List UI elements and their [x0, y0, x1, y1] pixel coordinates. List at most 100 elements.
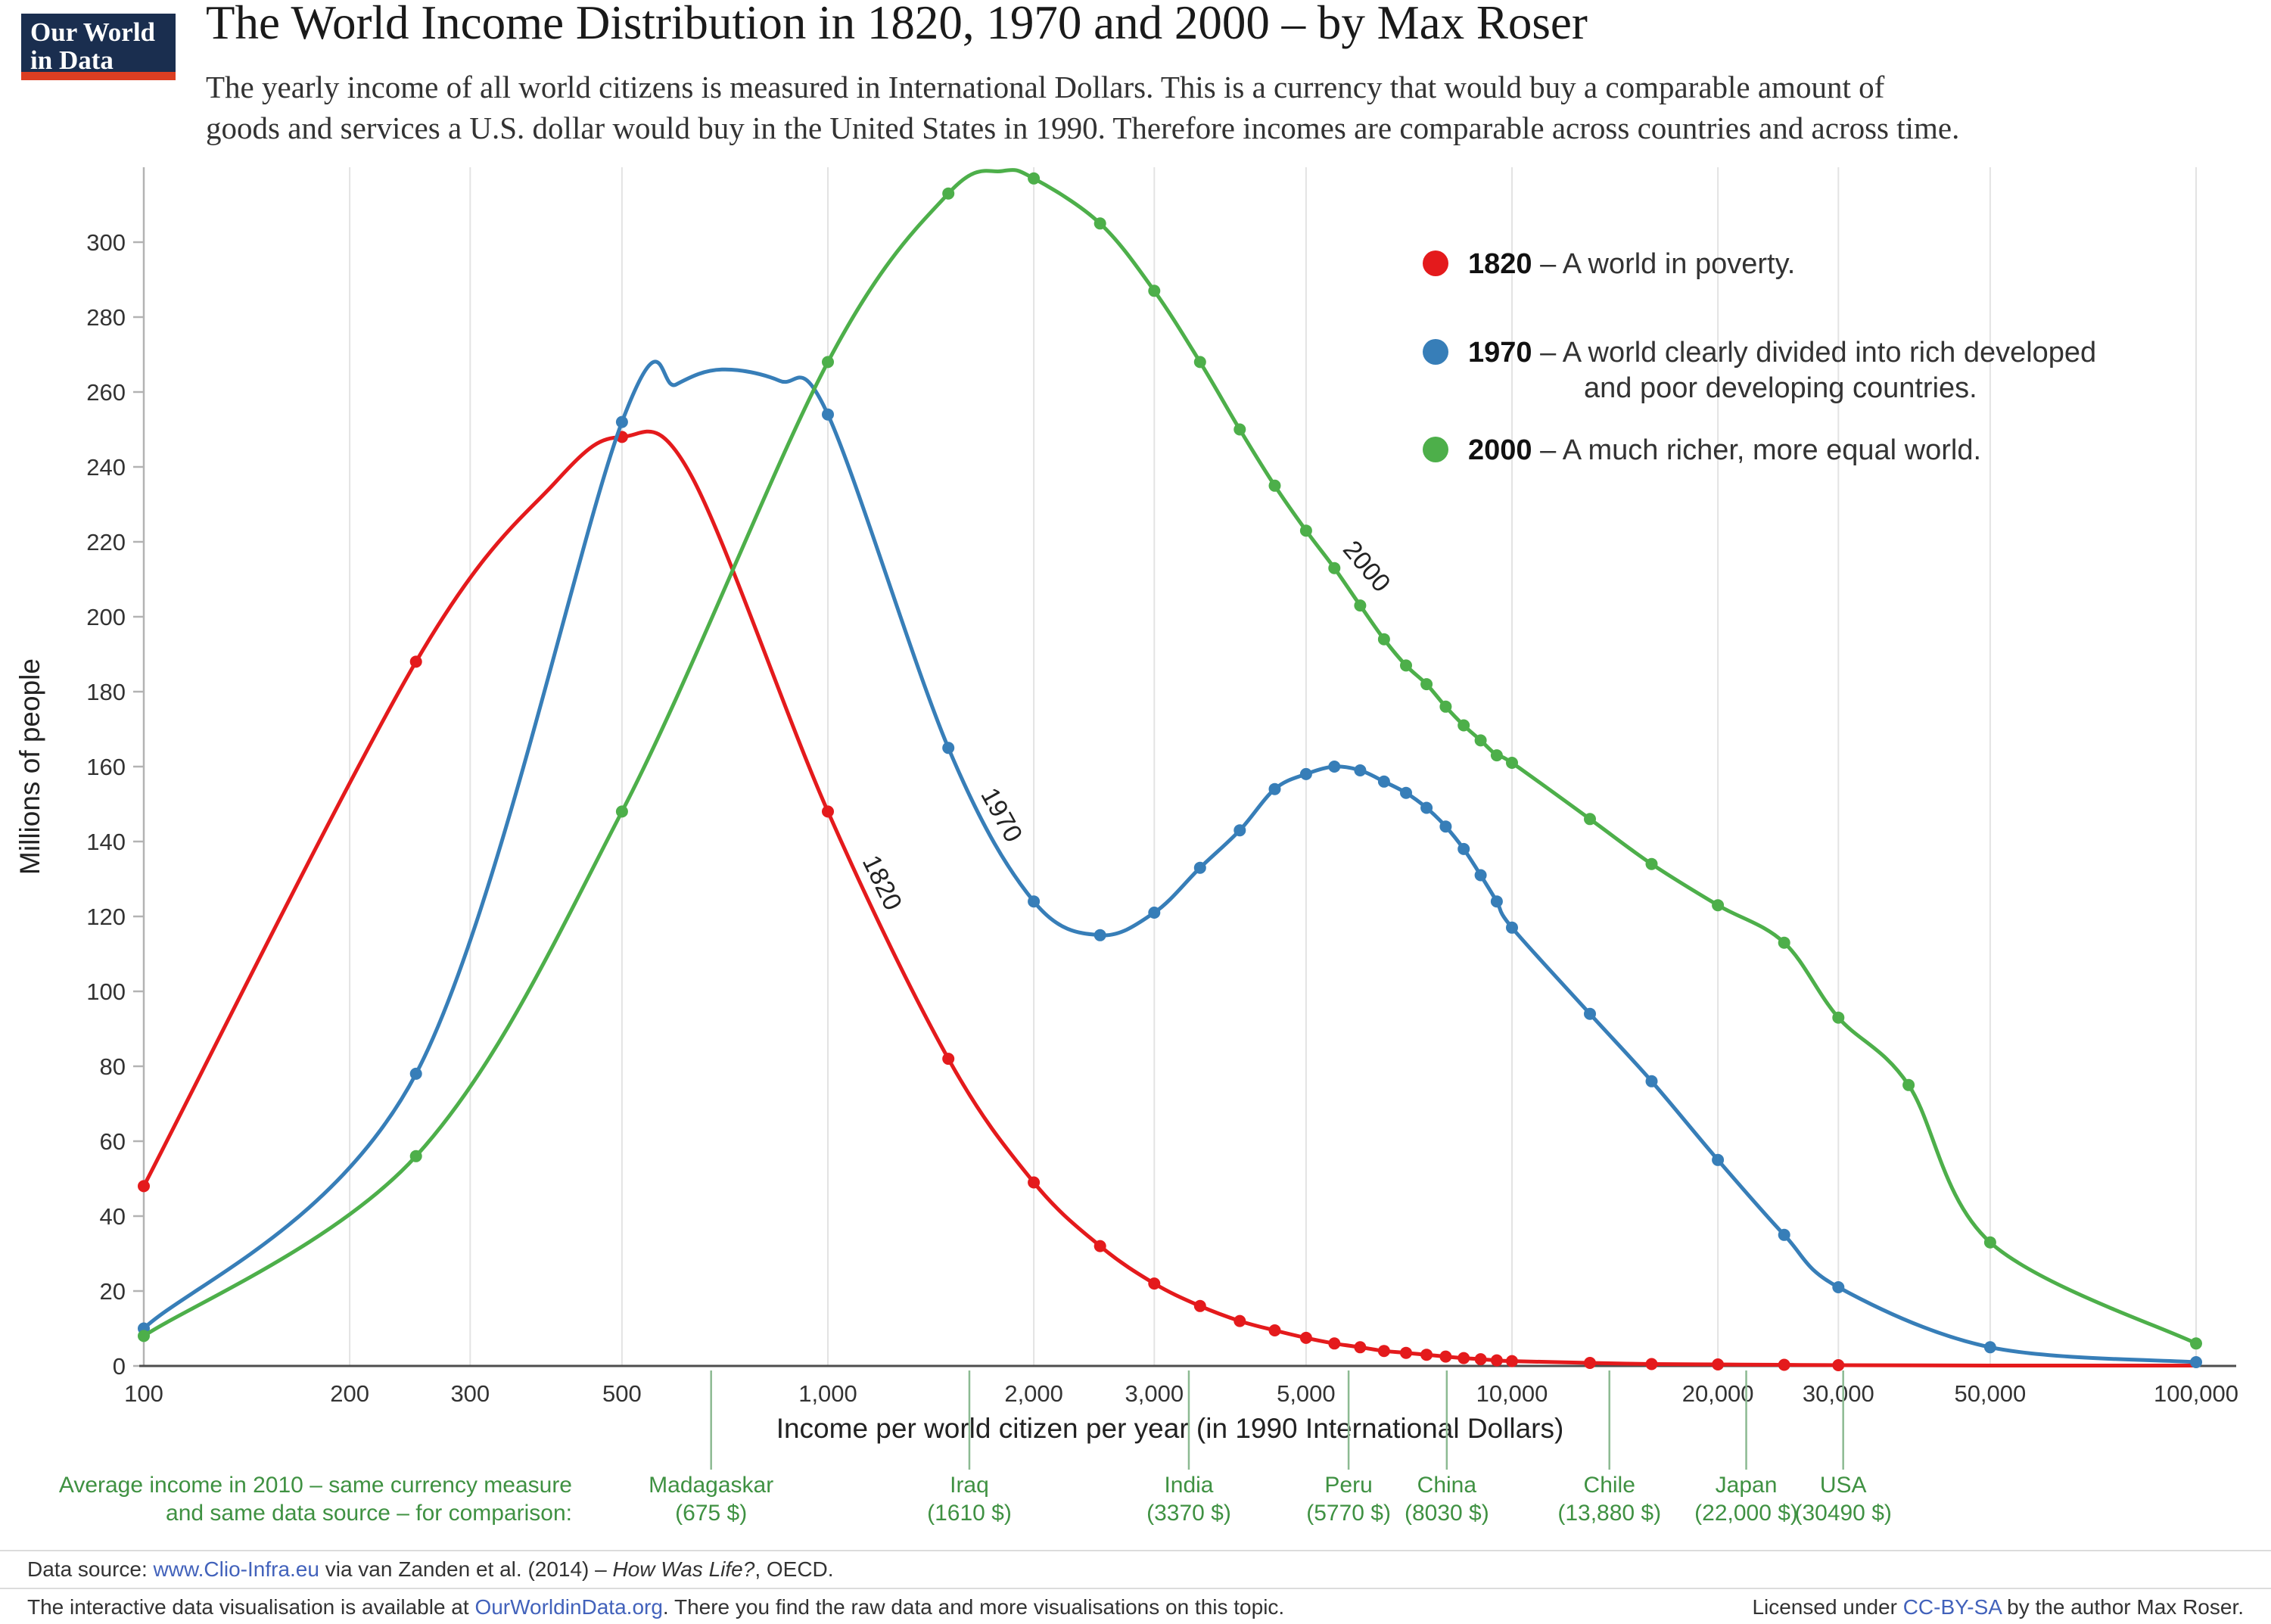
annotation-intro-line1: Average income in 2010 – same currency m… [59, 1473, 572, 1498]
data-point-2000 [1148, 285, 1161, 297]
page-title: The World Income Distribution in 1820, 1… [206, 0, 1588, 49]
legend-item-1970: 1970 – A world clearly divided into rich… [1468, 337, 2096, 369]
data-point-1820 [1148, 1277, 1161, 1290]
y-tick-label: 200 [86, 604, 126, 630]
footer-divider-top [0, 1550, 2271, 1551]
data-point-2000 [1420, 678, 1433, 691]
x-tick-label: 100,000 [2154, 1380, 2238, 1407]
data-point-1970 [1094, 929, 1106, 941]
data-point-1820 [1474, 1353, 1487, 1366]
data-point-1820 [138, 1180, 150, 1193]
y-tick-label: 280 [86, 304, 126, 331]
x-tick-label: 3,000 [1125, 1380, 1184, 1407]
series-line-1820 [142, 429, 2198, 1368]
data-point-1820 [1506, 1355, 1518, 1367]
data-point-2000 [1439, 700, 1452, 713]
data-point-1970 [1712, 1153, 1725, 1166]
data-point-1970 [1584, 1007, 1596, 1020]
data-point-1970 [942, 742, 955, 754]
data-point-2000 [1354, 599, 1367, 612]
y-tick-label: 120 [86, 904, 126, 930]
footer-divider-bottom [0, 1588, 2271, 1589]
data-point-1820 [1400, 1346, 1412, 1359]
y-tick-label: 260 [86, 379, 126, 406]
y-tick-label: 40 [100, 1203, 126, 1230]
data-point-1970 [1028, 895, 1041, 908]
owid-link[interactable]: OurWorldinData.org [474, 1595, 663, 1619]
footer-info-line: The interactive data visualisation is av… [27, 1595, 2244, 1619]
series-line-2000 [142, 168, 2198, 1346]
info-post: . There you find the raw data and more v… [662, 1595, 1285, 1619]
data-point-1820 [1328, 1337, 1341, 1350]
country-label: Peru [1324, 1473, 1372, 1498]
data-point-1820 [1832, 1359, 1845, 1371]
data-point-2000 [942, 187, 955, 200]
data-point-2000 [1474, 734, 1487, 747]
country-value-label: (13,880 $) [1557, 1501, 1661, 1526]
x-tick-label: 500 [602, 1380, 642, 1407]
data-point-1820 [822, 805, 834, 818]
data-point-2000 [1193, 356, 1206, 369]
country-value-label: (5770 $) [1306, 1501, 1391, 1526]
data-point-2000 [1983, 1236, 1996, 1249]
data-point-1970 [1377, 775, 1390, 788]
data-point-2000 [1778, 936, 1790, 949]
country-label: Iraq [950, 1473, 989, 1498]
data-point-1970 [1983, 1341, 1996, 1354]
y-tick-label: 60 [100, 1128, 126, 1155]
logo-red-bar [21, 72, 176, 80]
x-tick-label: 30,000 [1803, 1380, 1874, 1407]
clio-infra-link[interactable]: www.Clio-Infra.eu [153, 1557, 319, 1581]
x-tick-label: 200 [330, 1380, 369, 1407]
data-point-1970 [1299, 767, 1312, 780]
country-value-label: (8030 $) [1405, 1501, 1489, 1526]
data-point-1970 [1400, 786, 1412, 799]
page-subtitle: The yearly income of all world citizens … [206, 67, 1959, 148]
x-tick-label: 100 [124, 1380, 163, 1407]
legend-dot-2000 [1423, 437, 1448, 462]
owid-logo[interactable]: Our World in Data [21, 14, 176, 80]
data-point-1970 [1328, 761, 1341, 773]
data-point-1970 [1193, 861, 1206, 874]
data-point-1820 [1420, 1349, 1433, 1361]
country-label: China [1417, 1473, 1477, 1498]
subtitle-line2: goods and services a U.S. dollar would b… [206, 110, 1960, 145]
data-point-1970 [1439, 820, 1452, 833]
data-point-1820 [1299, 1331, 1312, 1344]
data-point-1820 [1490, 1354, 1503, 1367]
data-point-2000 [1645, 857, 1658, 870]
data-point-2000 [138, 1330, 150, 1342]
data-point-2000 [822, 356, 834, 369]
data-point-2000 [2190, 1337, 2202, 1350]
license-pre: Licensed under [1752, 1595, 1903, 1619]
country-value-label: (30490 $) [1794, 1501, 1891, 1526]
data-point-1820 [1377, 1345, 1390, 1358]
data-point-1820 [1584, 1357, 1596, 1369]
data-point-2000 [615, 805, 628, 818]
data-point-2000 [1328, 562, 1341, 574]
curve-label-1970: 1970 [975, 783, 1028, 848]
data-point-1820 [1354, 1341, 1367, 1354]
legend-item-1820: 1820 – A world in poverty. [1468, 248, 1795, 280]
x-axis-title: Income per world citizen per year (in 19… [776, 1413, 1564, 1444]
data-point-1820 [1457, 1352, 1470, 1364]
data-point-1970 [1457, 842, 1470, 855]
data-point-1970 [615, 415, 628, 428]
data-point-2000 [1299, 524, 1312, 537]
x-tick-label: 20,000 [1682, 1380, 1754, 1407]
legend-item-1970-line2: and poor developing countries. [1584, 372, 1977, 404]
info-pre: The interactive data visualisation is av… [27, 1595, 475, 1619]
legend-dot-1820 [1423, 250, 1448, 276]
data-point-2000 [1377, 633, 1390, 646]
country-label: Japan [1716, 1473, 1778, 1498]
x-tick-label: 300 [450, 1380, 490, 1407]
cc-by-sa-link[interactable]: CC-BY-SA [1902, 1595, 2002, 1619]
data-point-1820 [1193, 1299, 1206, 1312]
data-point-1970 [822, 408, 834, 421]
curve-label-2000: 2000 [1337, 535, 1396, 597]
data-point-1970 [1645, 1075, 1658, 1087]
y-tick-label: 140 [86, 829, 126, 855]
data-point-2000 [1902, 1078, 1915, 1091]
